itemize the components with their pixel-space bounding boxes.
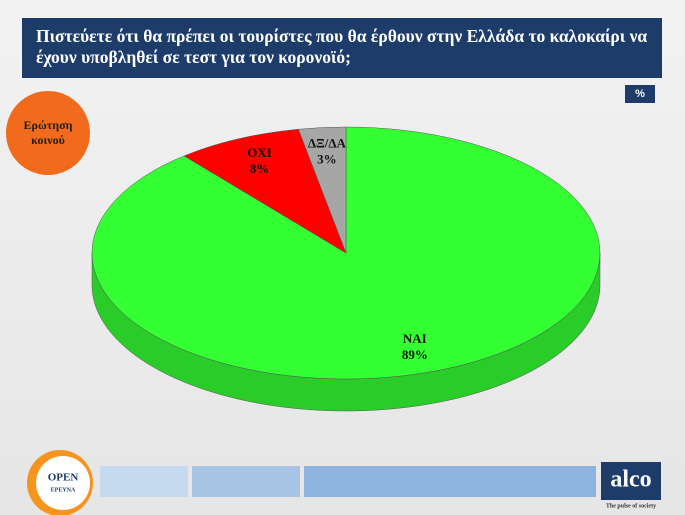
slice-label: ΝΑΙ — [403, 331, 427, 346]
footer-bar — [192, 466, 300, 497]
logo-sub: ΕΡΕΥΝΑ — [51, 487, 76, 493]
slice-value: 89% — [402, 347, 428, 362]
slice-label: ΟΧΙ — [247, 145, 272, 160]
logo-tagline: The pulse of society — [606, 503, 656, 509]
pie-slice — [298, 126, 347, 254]
unit-badge: % — [625, 85, 655, 103]
footer-bar — [100, 466, 188, 497]
logo-box — [601, 462, 661, 500]
pie-slice — [183, 128, 347, 254]
logo-inner — [36, 456, 90, 510]
title: Πιστεύετε ότι θα πρέπει οι τουρίστες που… — [22, 18, 662, 78]
logo-text: OPEN — [48, 472, 79, 484]
badge-circle — [6, 91, 90, 175]
slice-value: 8% — [250, 161, 270, 176]
logo-text: alco — [610, 467, 651, 493]
badge-text: κοινού — [31, 133, 65, 147]
badge-text: Ερώτηση — [24, 118, 73, 132]
footer-bar — [304, 466, 596, 497]
slice-value: 3% — [317, 152, 337, 167]
slice-label: ΔΞ/ΔΑ — [308, 136, 347, 151]
